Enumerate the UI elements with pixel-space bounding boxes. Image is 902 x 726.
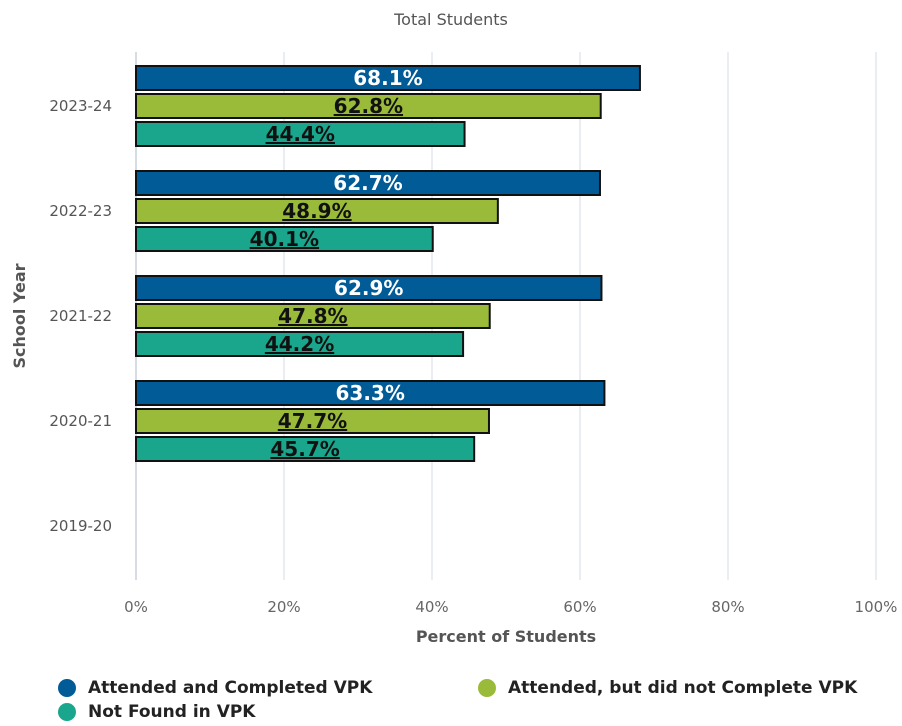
legend-item-not-found[interactable]: Not Found in VPK [58,702,256,722]
x-tick-label: 80% [711,598,744,616]
x-tick-label: 20% [267,598,300,616]
legend-label: Attended and Completed VPK [88,678,373,698]
y-axis-label: School Year [10,263,29,368]
bar [135,121,466,147]
data-label: 40.1% [250,227,319,251]
data-label: 45.7% [270,437,339,461]
y-tick-label: 2021-22 [49,307,112,325]
legend-item-attended-not-completed[interactable]: Attended, but did not Complete VPK [478,678,857,698]
bar [135,331,465,357]
legend-dot-icon [58,703,76,721]
y-tick-label: 2019-20 [49,517,112,535]
x-tick-label: 40% [415,598,448,616]
x-axis-label: Percent of Students [416,627,596,646]
legend: Attended and Completed VPK Attended, but… [58,678,898,726]
bar [135,275,603,301]
bar [135,436,476,462]
bar [135,408,490,434]
bar [135,226,434,252]
data-label: 68.1% [353,66,422,90]
bar [135,198,499,224]
data-label: 44.4% [266,122,335,146]
data-label: 47.7% [278,409,347,433]
legend-label: Not Found in VPK [88,702,256,722]
y-tick-label: 2020-21 [49,412,112,430]
legend-dot-icon [58,679,76,697]
data-label: 44.2% [265,332,334,356]
x-tick-label: 60% [563,598,596,616]
x-tick-label: 0% [124,598,148,616]
legend-label: Attended, but did not Complete VPK [508,678,858,698]
data-label: 47.8% [278,304,347,328]
data-label: 62.7% [333,171,402,195]
data-label: 48.9% [282,199,351,223]
bar [135,170,601,196]
chart-title: Total Students [394,10,508,29]
data-label: 62.9% [334,276,403,300]
y-tick-label: 2023-24 [49,97,112,115]
bar [135,303,491,329]
bar [135,380,606,406]
legend-dot-icon [478,679,496,697]
y-tick-label: 2022-23 [49,202,112,220]
bar [135,65,641,91]
data-label: 62.8% [334,94,403,118]
bar [135,93,602,119]
data-label: 63.3% [336,381,405,405]
x-tick-label: 100% [855,598,898,616]
legend-item-attended-completed[interactable]: Attended and Completed VPK [58,678,372,698]
